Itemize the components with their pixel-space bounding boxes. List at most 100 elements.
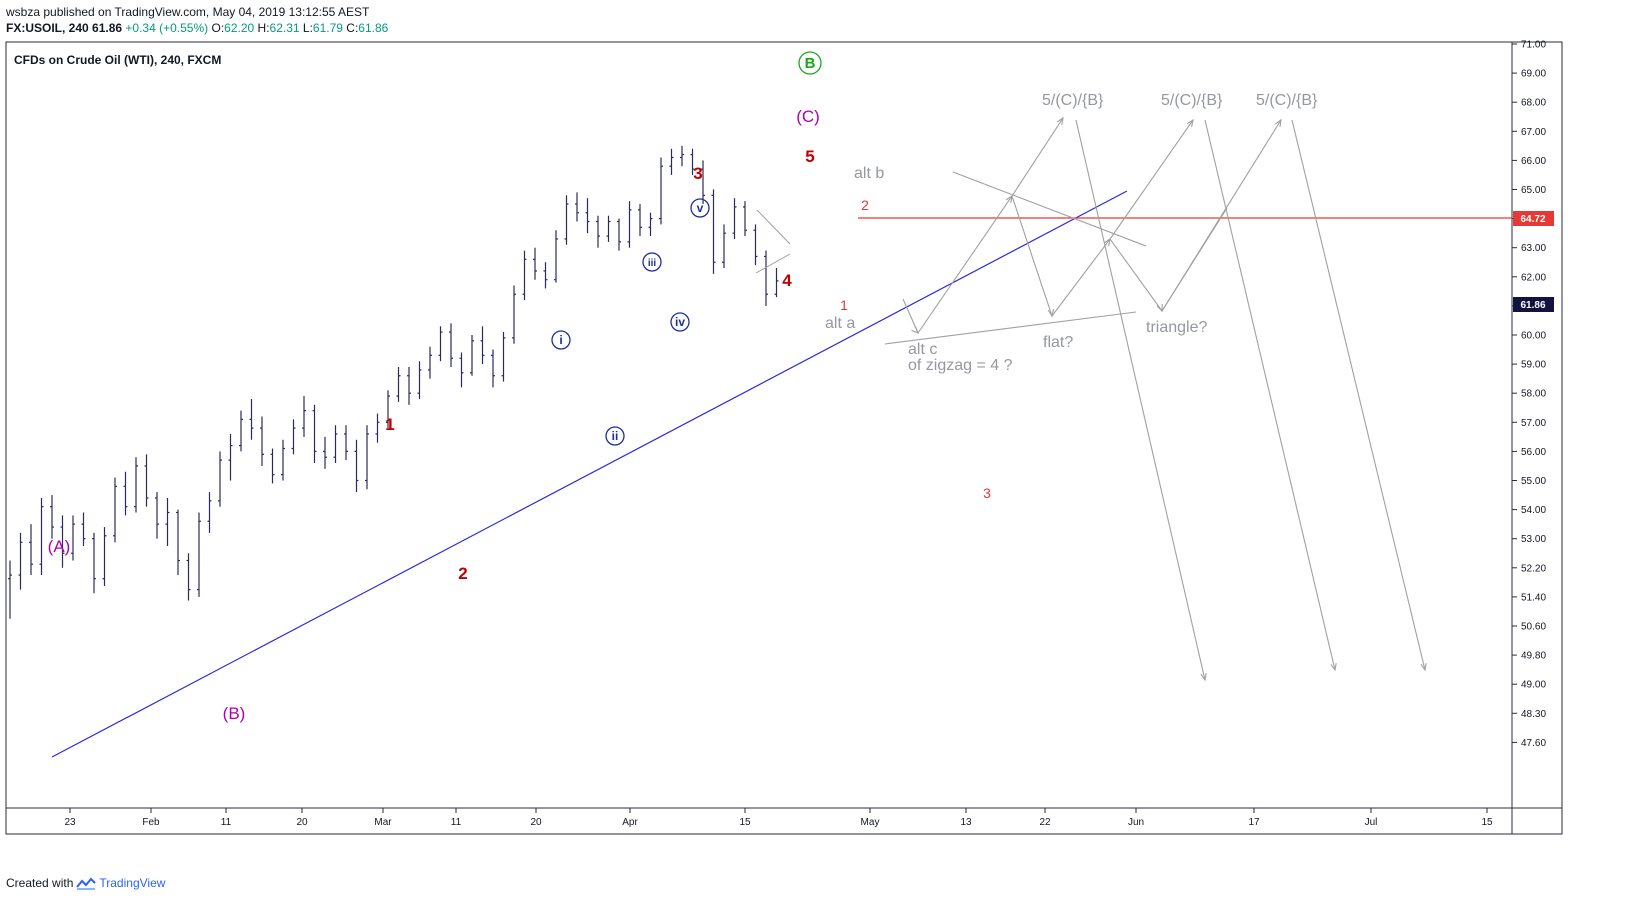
ohlc-bar bbox=[333, 425, 338, 464]
price-axis-label: 49.80 bbox=[1521, 651, 1546, 662]
wave-label[interactable]: (B) bbox=[223, 704, 246, 723]
annotation-label[interactable]: flat? bbox=[1043, 334, 1073, 351]
price-axis[interactable]: 71.0069.0068.0067.0066.0065.0064.0063.00… bbox=[1512, 40, 1546, 749]
ohlc-bar bbox=[680, 145, 684, 167]
time-axis-label: 17 bbox=[1248, 817, 1260, 828]
ohlc-legend: FX:USOIL, 240 61.86 +0.34 (+0.55%) O:62.… bbox=[6, 21, 389, 35]
annotation-label[interactable]: alt b bbox=[854, 165, 884, 182]
ohlc-bar bbox=[533, 247, 537, 280]
annotation-label[interactable]: alt c bbox=[908, 341, 937, 358]
wave-label[interactable]: iv bbox=[670, 312, 690, 332]
svg-text:61.86: 61.86 bbox=[1520, 300, 1545, 311]
ohlc-bar bbox=[585, 198, 590, 234]
annotation-label[interactable]: 5/(C)/{B} bbox=[1042, 92, 1104, 109]
projection-path[interactable] bbox=[1075, 119, 1206, 681]
price-tags: 64.72 61.86 bbox=[1513, 211, 1554, 312]
ohlc-bar bbox=[459, 352, 464, 388]
annotation-label[interactable]: alt a bbox=[825, 315, 855, 332]
price-axis-label: 54.00 bbox=[1521, 505, 1546, 516]
annotation-label[interactable]: 5/(C)/{B} bbox=[1256, 92, 1318, 109]
wave-label[interactable]: 2 bbox=[458, 564, 467, 583]
ohlc-bar bbox=[291, 419, 296, 455]
ohlc-bar bbox=[207, 492, 212, 533]
wave-label[interactable]: (C) bbox=[796, 107, 820, 126]
annotation-label[interactable]: triangle? bbox=[1146, 319, 1207, 336]
annotation-label[interactable]: 5/(C)/{B} bbox=[1161, 92, 1223, 109]
support-trendline[interactable] bbox=[51, 190, 1128, 758]
wave-label[interactable]: 1 bbox=[840, 297, 848, 313]
projection-path[interactable] bbox=[917, 194, 1228, 334]
time-axis-label: Jun bbox=[1128, 817, 1144, 828]
ohlc-bar bbox=[480, 326, 485, 365]
wave-circle bbox=[605, 426, 625, 446]
tradingview-link[interactable]: TradingView bbox=[99, 876, 166, 890]
ohlc-bar bbox=[564, 195, 569, 245]
projection-path[interactable] bbox=[1291, 119, 1426, 671]
projection-arrowhead bbox=[1274, 118, 1282, 128]
projection-path[interactable] bbox=[1109, 119, 1194, 240]
wave-label[interactable]: (A) bbox=[48, 537, 71, 556]
ohlc-bar bbox=[407, 367, 411, 405]
wave-label[interactable]: 3 bbox=[983, 485, 991, 501]
ohlc-bar bbox=[669, 148, 674, 175]
ohlc-bar bbox=[575, 192, 579, 222]
current-price-tag: 61.86 bbox=[1513, 297, 1554, 312]
wave-label[interactable]: 1 bbox=[385, 415, 394, 434]
price-axis-label: 68.00 bbox=[1521, 98, 1546, 109]
wave-text: 4 bbox=[782, 271, 792, 290]
ohlc-bar bbox=[501, 332, 506, 382]
ohlc-bar bbox=[470, 335, 474, 376]
time-axis-label: May bbox=[861, 817, 880, 828]
chart-title: CFDs on Crude Oil (WTI), 240, FXCM bbox=[14, 53, 221, 67]
price-axis-label: 55.00 bbox=[1521, 476, 1546, 487]
wave-label[interactable]: i bbox=[551, 330, 571, 350]
wave-label[interactable]: 2 bbox=[861, 197, 869, 213]
ohlc-bar bbox=[701, 160, 705, 205]
ohlc-bar bbox=[659, 157, 663, 225]
ohlc-bar bbox=[753, 224, 758, 266]
projection-path[interactable] bbox=[952, 171, 1147, 247]
projection-path[interactable] bbox=[884, 311, 1137, 345]
close-value: 61.86 bbox=[358, 21, 389, 35]
ohlc-bar bbox=[123, 471, 128, 516]
ohlc-bar bbox=[249, 399, 254, 440]
price-axis-label: 66.00 bbox=[1521, 156, 1546, 167]
wave-label[interactable]: 3 bbox=[693, 164, 702, 183]
wave-text: v bbox=[697, 201, 704, 215]
high-value: 62.31 bbox=[269, 21, 300, 35]
wave-label[interactable]: ii bbox=[605, 426, 625, 446]
ohlc-bar bbox=[134, 457, 138, 513]
time-axis[interactable]: 23 Feb 11 20 Mar 11 20 Apr 15 May 13 22 Jun 17 Jul 15 bbox=[64, 808, 1493, 828]
wave-text: B bbox=[805, 55, 816, 72]
wave-text: 3 bbox=[693, 164, 702, 183]
ohlc-bar bbox=[39, 497, 44, 576]
wave-label[interactable]: 4 bbox=[782, 271, 792, 290]
ohlc-bar bbox=[239, 410, 243, 452]
ohlc-bar bbox=[113, 477, 117, 543]
ohlc-bar bbox=[386, 390, 390, 429]
ohlc-bar bbox=[102, 527, 107, 586]
ohlc-bar bbox=[186, 553, 191, 601]
ohlc-bar bbox=[165, 497, 170, 546]
projection-path[interactable] bbox=[1161, 119, 1282, 312]
wave-text: 3 bbox=[983, 485, 991, 501]
ohlc-bar bbox=[512, 285, 516, 344]
ohlc-bars bbox=[8, 145, 779, 619]
ohlc-bar bbox=[218, 451, 222, 507]
ohlc-bar bbox=[596, 215, 600, 248]
wave-text: 2 bbox=[458, 564, 467, 583]
wave-label[interactable]: iii bbox=[642, 252, 662, 272]
wave-text: iv bbox=[675, 315, 685, 329]
projection-path[interactable] bbox=[1011, 117, 1064, 197]
projection-arrowhead bbox=[1186, 118, 1194, 127]
ohlc-bar bbox=[260, 416, 264, 466]
wave-label[interactable]: v bbox=[690, 198, 710, 218]
annotation-label[interactable]: of zigzag = 4 ? bbox=[908, 357, 1013, 374]
wave-label[interactable]: 5 bbox=[805, 147, 814, 166]
price-axis-label: 50.60 bbox=[1521, 622, 1546, 633]
wave-circle bbox=[798, 51, 822, 75]
ohlc-bar bbox=[732, 198, 737, 239]
wave-label[interactable]: B bbox=[798, 51, 822, 75]
projection-path[interactable] bbox=[1204, 119, 1336, 671]
